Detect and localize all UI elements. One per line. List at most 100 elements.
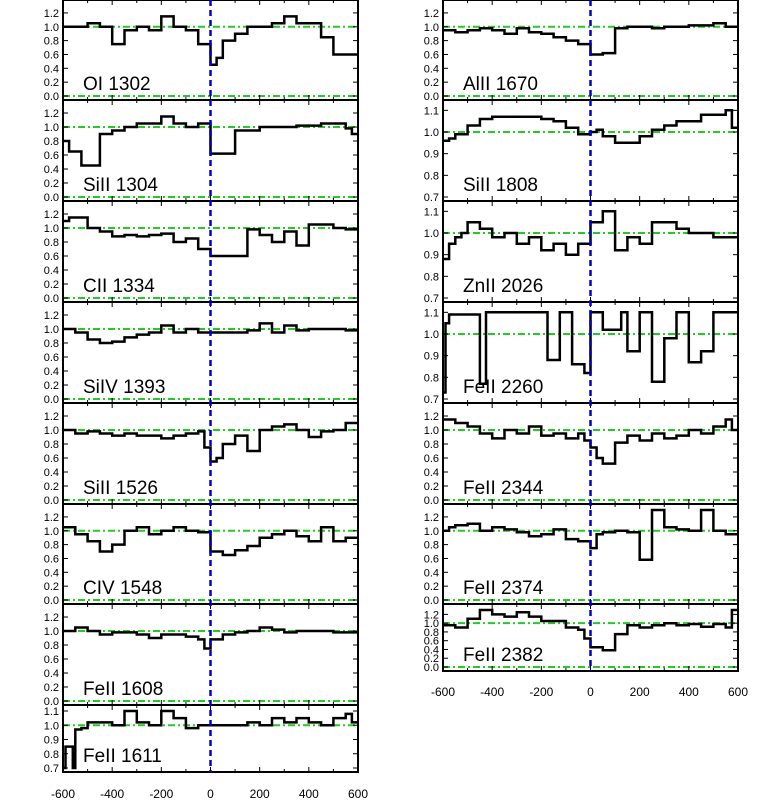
y-tick-label: 0.0 xyxy=(44,495,59,507)
y-tick-label: 0.0 xyxy=(424,595,439,607)
y-tick-label: 0.4 xyxy=(44,467,59,479)
y-tick-label: 0.6 xyxy=(424,453,439,465)
flux-trace xyxy=(63,709,358,770)
y-tick-label: 0.8 xyxy=(424,540,439,552)
y-tick-label: 0.2 xyxy=(424,481,439,493)
y-tick-label: 0.8 xyxy=(44,540,59,552)
y-tick-label: 0.8 xyxy=(44,439,59,451)
y-tick-label: 0.6 xyxy=(44,352,59,364)
y-tick-label: 0.4 xyxy=(44,63,59,75)
transition-label: FeII 2382 xyxy=(463,645,543,666)
y-tick-label: 0.2 xyxy=(424,653,439,665)
x-tick-label: -200 xyxy=(149,787,173,801)
y-tick-label: 1.2 xyxy=(424,411,439,423)
x-tick-label: 200 xyxy=(630,685,650,699)
y-tick-label: 0.4 xyxy=(44,366,59,378)
transition-label: CII 1334 xyxy=(83,276,155,297)
transition-label: FeII 2374 xyxy=(463,578,544,599)
y-tick-label: 1.2 xyxy=(424,609,439,621)
y-tick-label: 0.8 xyxy=(424,36,439,48)
panel-znii-2026: 0.7 0.8 0.9 1.0 1.1 ZnII 2026 xyxy=(424,200,739,305)
y-tick-label: 0.7 xyxy=(44,763,59,775)
y-tick-label: 0.8 xyxy=(44,640,59,652)
y-tick-label: 0.6 xyxy=(44,150,59,162)
x-tick-label: 600 xyxy=(728,685,748,699)
panel-feii-1611: 0.7 0.8 0.9 1.0 1.1 FeII 1611 xyxy=(44,704,359,775)
panel-siii-1808: 0.7 0.8 0.9 1.0 1.1 SiII 1808 xyxy=(424,99,739,204)
y-tick-label: 0.4 xyxy=(44,567,59,579)
y-tick-label: 0.0 xyxy=(44,394,59,406)
y-tick-label: 0.0 xyxy=(44,91,59,103)
y-tick-label: 0.4 xyxy=(424,467,439,479)
y-tick-label: 0.4 xyxy=(44,164,59,176)
y-tick-label: 0.4 xyxy=(424,63,439,75)
y-tick-label: 0.9 xyxy=(424,149,439,161)
y-tick-label: 1.2 xyxy=(44,411,59,423)
y-tick-label: 1.0 xyxy=(424,425,439,437)
panel-feii-1608: 0.0 0.2 0.4 0.6 0.8 1.0 1.2 FeII 1608 xyxy=(44,603,359,708)
y-tick-label: 0.6 xyxy=(44,654,59,666)
y-tick-label: 0.0 xyxy=(424,91,439,103)
panel-cii-1334: 0.0 0.2 0.4 0.6 0.8 1.0 1.2 CII 1334 xyxy=(44,200,359,305)
y-tick-label: 0.4 xyxy=(424,567,439,579)
y-tick-label: 1.0 xyxy=(44,22,59,34)
y-tick-label: 0.8 xyxy=(424,627,439,639)
y-tick-label: 0.2 xyxy=(44,380,59,392)
x-tick-label: -600 xyxy=(431,685,455,699)
panel-siiv-1393: 0.0 0.2 0.4 0.6 0.8 1.0 1.2 SiIV 1393 xyxy=(44,301,359,406)
transition-label: FeII 1608 xyxy=(83,679,163,700)
y-tick-label: 0.8 xyxy=(424,170,439,182)
y-tick-label: 0.0 xyxy=(44,595,59,607)
y-tick-label: 1.0 xyxy=(44,626,59,638)
y-tick-label: 0.9 xyxy=(424,351,439,363)
y-tick-label: 1.1 xyxy=(44,706,59,718)
x-tick-label: 0 xyxy=(207,787,214,801)
y-tick-label: 1.0 xyxy=(424,127,439,139)
y-tick-label: 0.0 xyxy=(44,696,59,708)
x-tick-label: 400 xyxy=(299,787,319,801)
x-tick-label: -400 xyxy=(100,787,124,801)
y-tick-label: 0.6 xyxy=(424,636,439,648)
transition-label: SiII 1304 xyxy=(83,175,158,196)
x-tick-label: -200 xyxy=(529,685,553,699)
y-tick-label: 1.0 xyxy=(424,329,439,341)
panel-feii-2382: 0.00.20.40.60.81.01.2 FeII 2382 xyxy=(424,603,739,674)
transition-label: SiII 1808 xyxy=(463,175,538,196)
transition-label: CIV 1548 xyxy=(83,578,162,599)
y-tick-label: 1.0 xyxy=(424,22,439,34)
y-tick-label: 1.2 xyxy=(44,512,59,524)
y-tick-label: 0.2 xyxy=(424,581,439,593)
y-tick-label: 0.6 xyxy=(424,49,439,61)
transition-label: FeII 2260 xyxy=(463,377,543,398)
panel-oi-1302: 0.0 0.2 0.4 0.60.8 1.0 1.2 OI 1302 xyxy=(44,0,359,103)
y-tick-label: 0.0 xyxy=(424,662,439,674)
flux-trace xyxy=(443,311,738,394)
y-tick-label: 1.2 xyxy=(44,310,59,322)
y-tick-label: 0.8 xyxy=(44,749,59,761)
y-tick-label: 0.6 xyxy=(44,553,59,565)
y-tick-label: 0.4 xyxy=(44,668,59,680)
y-tick-label: 0.2 xyxy=(44,481,59,493)
y-tick-label: 0.6 xyxy=(44,49,59,61)
y-tick-label: 0.8 xyxy=(44,237,59,249)
panel-alii-1670: 0.0 0.2 0.4 0.60.8 1.0 1.2 AlII 1670 xyxy=(424,0,739,103)
y-tick-label: 1.0 xyxy=(44,425,59,437)
y-tick-label: 0.8 xyxy=(44,36,59,48)
x-tick-label: 0 xyxy=(587,685,594,699)
y-tick-label: 0.8 xyxy=(424,372,439,384)
y-tick-label: 0.6 xyxy=(424,553,439,565)
panel-civ-1548: 0.0 0.2 0.4 0.60.8 1.0 1.2 CIV 1548 xyxy=(44,503,359,607)
y-tick-label: 1.0 xyxy=(44,720,59,732)
y-tick-label: 0.2 xyxy=(44,279,59,291)
y-tick-label: 1.0 xyxy=(44,223,59,235)
x-tick-label: 600 xyxy=(348,787,368,801)
flux-trace xyxy=(443,418,738,465)
y-tick-label: 0.2 xyxy=(44,581,59,593)
transition-label: AlII 1670 xyxy=(463,74,538,95)
panel-siii-1526: 0.0 0.2 0.4 0.6 0.8 1.0 1.2 SiII 1526 xyxy=(44,402,359,507)
y-tick-label: 1.1 xyxy=(424,206,439,218)
x-tick-label: 400 xyxy=(679,685,699,699)
y-tick-label: 0.7 xyxy=(424,192,439,204)
y-tick-label: 1.1 xyxy=(424,307,439,319)
x-tick-label: -600 xyxy=(51,787,75,801)
